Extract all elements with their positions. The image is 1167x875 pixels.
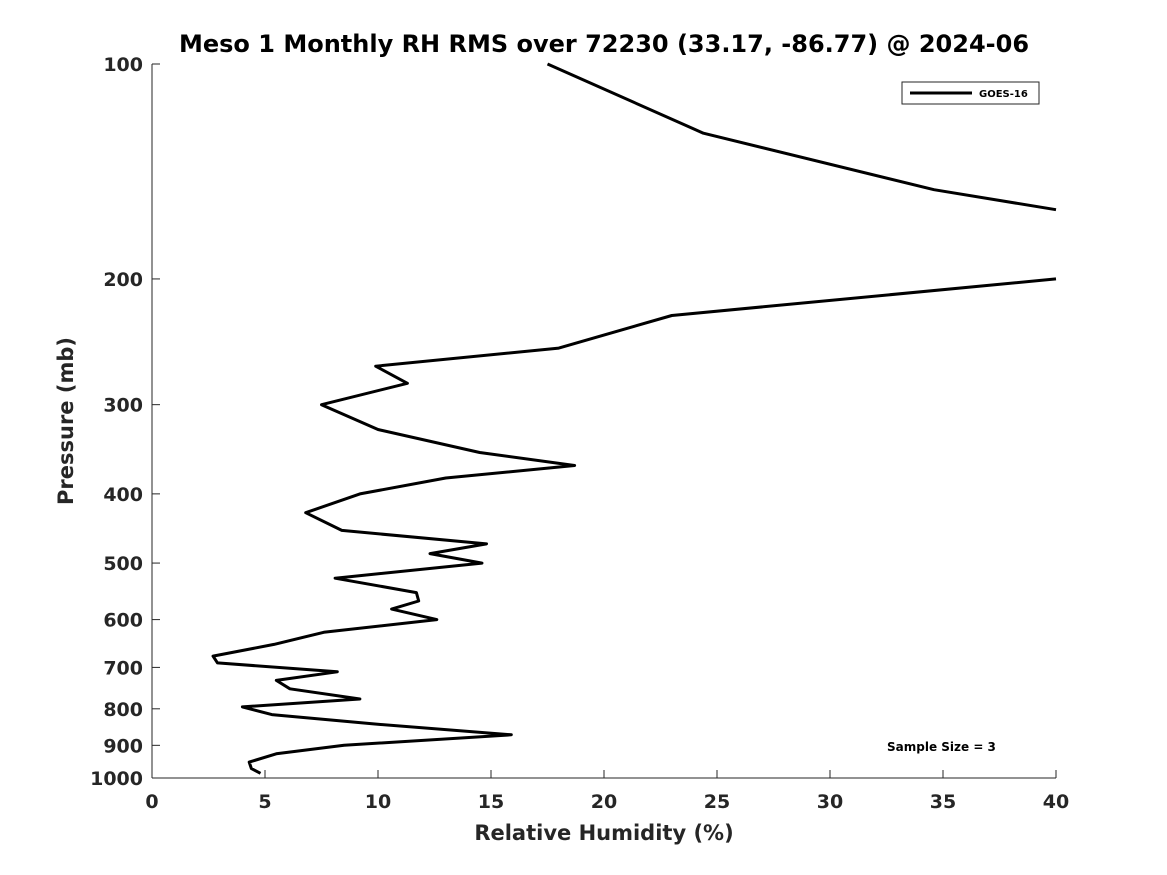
legend-label: GOES-16 <box>979 89 1028 100</box>
x-tick-label: 5 <box>258 791 271 813</box>
plot-frame <box>152 64 1056 778</box>
y-tick-label: 700 <box>103 657 143 679</box>
y-tick-label: 100 <box>103 54 143 76</box>
series-line-goes-16 <box>546 62 1057 212</box>
x-tick-label: 0 <box>145 791 158 813</box>
x-tick-label: 40 <box>1043 791 1069 813</box>
legend: GOES-16 <box>901 81 1040 105</box>
y-axis-ticks: 100 200 300 400 500 600 700 800 900 1000 <box>90 54 160 790</box>
x-tick-label: 25 <box>704 791 730 813</box>
x-tick-label: 15 <box>478 791 504 813</box>
y-tick-label: 200 <box>103 269 143 291</box>
series-layer <box>211 62 1057 775</box>
y-tick-label: 900 <box>103 735 143 757</box>
y-tick-label: 600 <box>103 610 143 632</box>
y-tick-label: 800 <box>103 699 143 721</box>
y-tick-label: 500 <box>103 553 143 575</box>
x-axis-title: Relative Humidity (%) <box>474 821 733 845</box>
y-tick-label: 400 <box>103 484 143 506</box>
y-axis-title: Pressure (mb) <box>54 337 78 505</box>
series-line-goes-16 <box>211 277 1057 775</box>
plot-area: 0 5 10 15 20 25 30 35 40 100 200 300 400 500 600 700 80… <box>90 54 1069 813</box>
x-tick-label: 35 <box>930 791 956 813</box>
sample-size-annotation: Sample Size = 3 <box>887 740 996 754</box>
x-tick-label: 20 <box>591 791 617 813</box>
chart-title: Meso 1 Monthly RH RMS over 72230 (33.17,… <box>179 30 1029 58</box>
x-tick-label: 30 <box>817 791 843 813</box>
y-tick-label: 1000 <box>90 768 143 790</box>
x-tick-label: 10 <box>365 791 391 813</box>
x-axis-ticks: 0 5 10 15 20 25 30 35 40 <box>145 770 1069 813</box>
y-tick-label: 300 <box>103 395 143 417</box>
